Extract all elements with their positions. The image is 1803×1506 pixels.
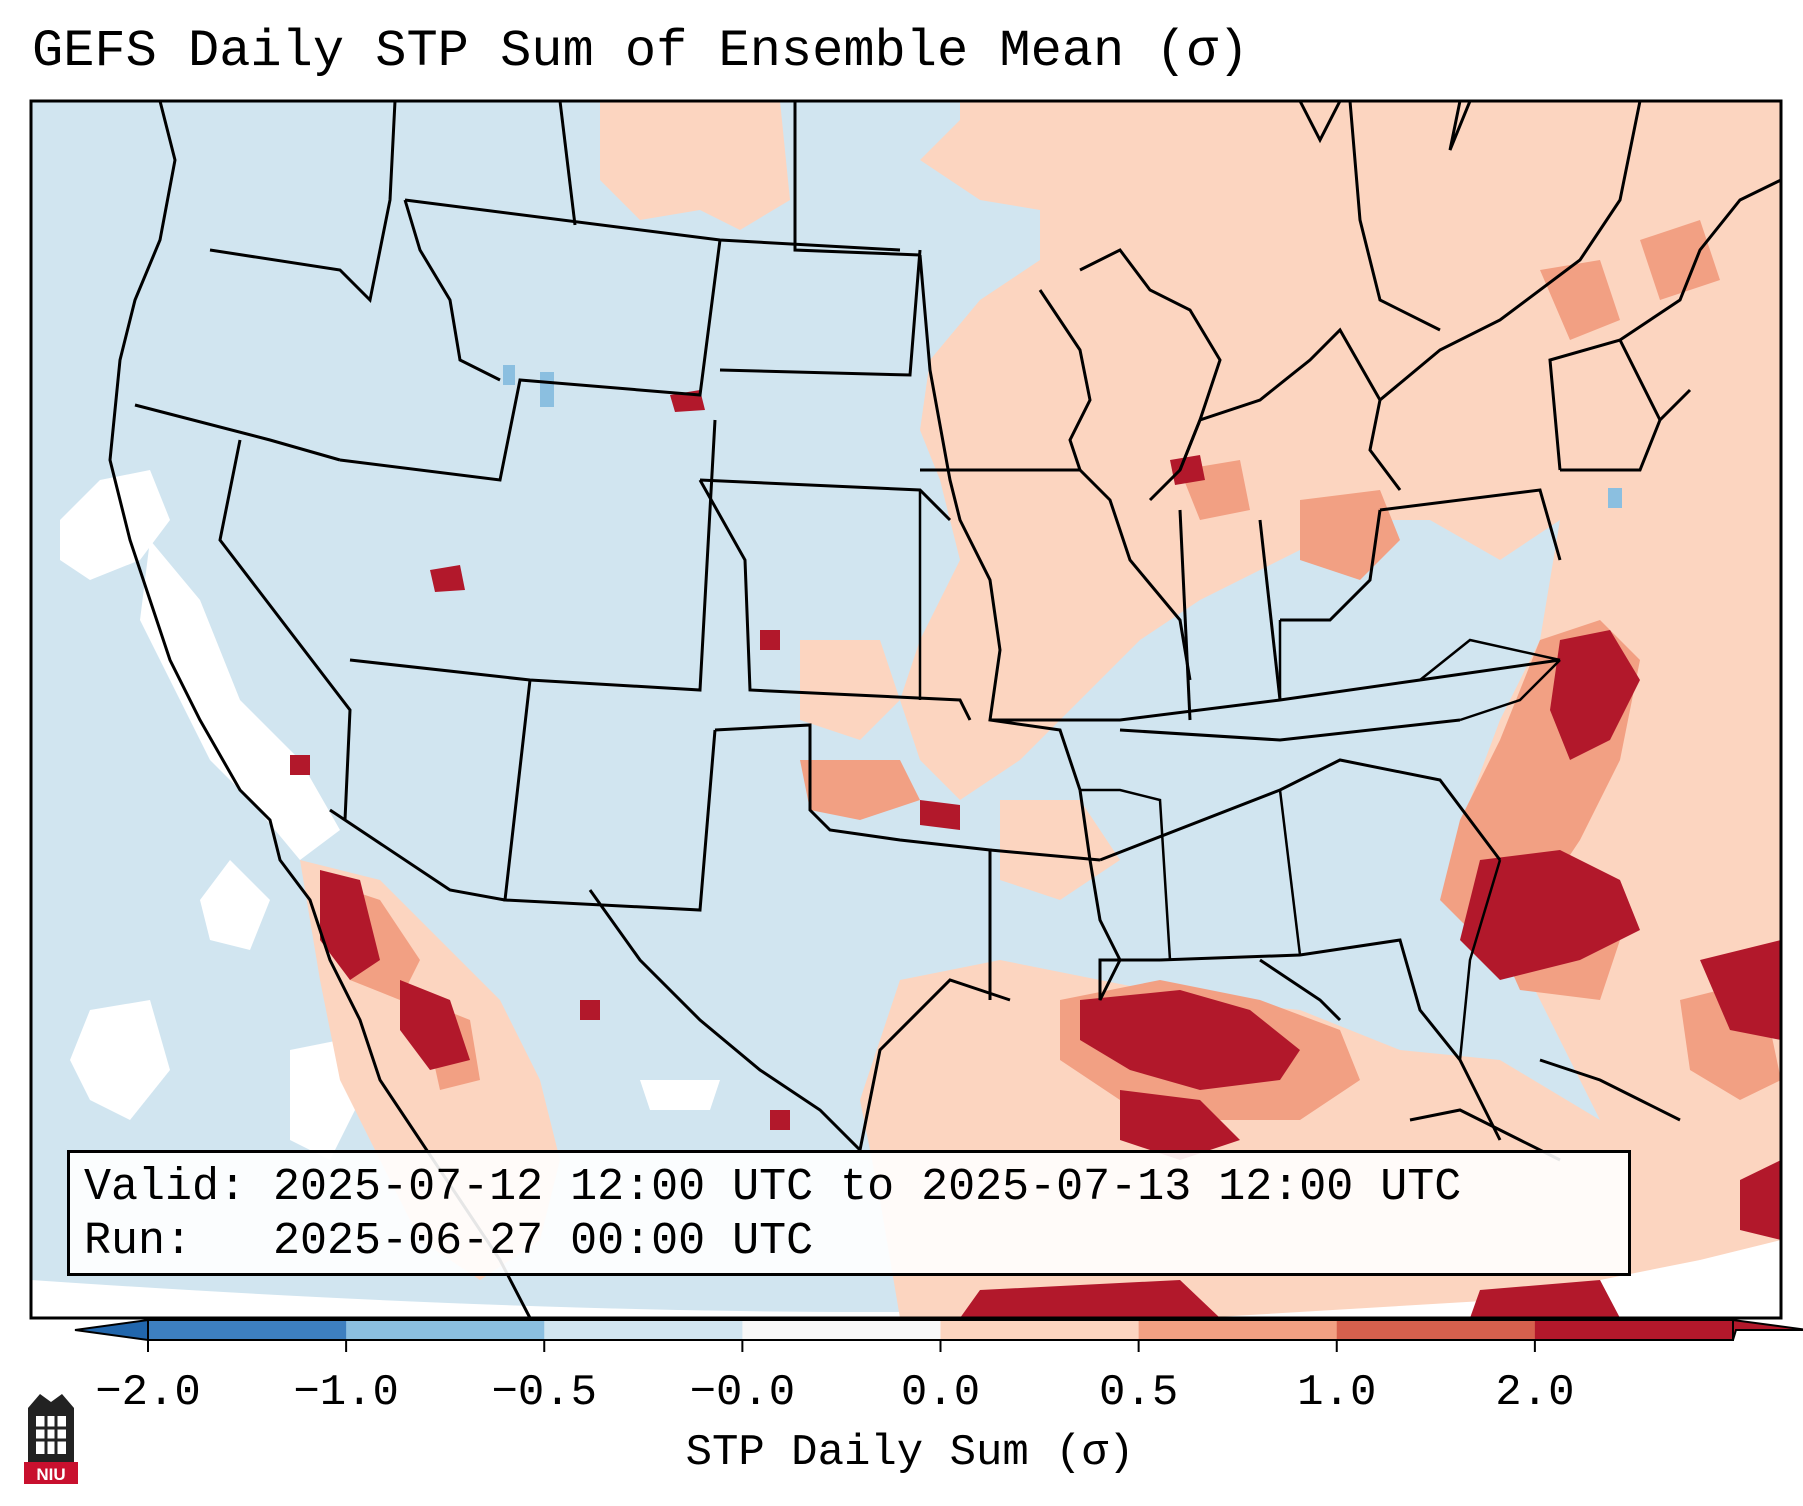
colorbar-ticks (147, 1340, 1536, 1352)
run-value: 2025-06-27 00:00 UTC (273, 1216, 814, 1267)
logo-text: NIU (36, 1465, 65, 1484)
colorbar-tick-label: 0.5 (1099, 1368, 1179, 1418)
colorbar-tick-label: −1.0 (293, 1368, 399, 1418)
map-title: GEFS Daily STP Sum of Ensemble Mean (σ) (32, 22, 1249, 81)
colorbar-segment (148, 1320, 347, 1340)
colorbar-segment (544, 1320, 743, 1340)
colorbar-segment (1534, 1320, 1734, 1340)
colorbar-tick-label: −2.0 (95, 1368, 201, 1418)
colorbar-under-extension (74, 1318, 149, 1342)
colorbar-tick-label: 2.0 (1495, 1368, 1575, 1418)
valid-value: 2025-07-12 12:00 UTC to 2025-07-13 12:00… (273, 1162, 1462, 1213)
colorbar-segment (940, 1320, 1140, 1340)
colorbar-segments (148, 1320, 1734, 1340)
colorbar-tick-label: −0.5 (491, 1368, 598, 1418)
colorbar-segment (1138, 1320, 1338, 1340)
valid-run-info-box: Valid: 2025-07-12 12:00 UTC to 2025-07-1… (67, 1150, 1631, 1276)
run-label: Run: (84, 1216, 193, 1267)
valid-line: Valid: 2025-07-12 12:00 UTC to 2025-07-1… (84, 1161, 1614, 1215)
colorbar-tick-label: 0.0 (900, 1368, 981, 1418)
colorbar-tick-label: −0.0 (689, 1368, 796, 1418)
valid-label: Valid: (84, 1162, 247, 1213)
map-border (29, 99, 1783, 1320)
colorbar-label: STP Daily Sum (σ) (685, 1428, 1135, 1478)
colorbar-tick-label: 1.0 (1297, 1368, 1377, 1418)
colorbar-segment (742, 1320, 941, 1340)
niu-logo: NIU (24, 1394, 78, 1484)
run-line: Run: 2025-06-27 00:00 UTC (84, 1215, 1614, 1269)
colorbar-segment (346, 1320, 545, 1340)
state-borders (918, 490, 1561, 1061)
colorbar-segment (1336, 1320, 1536, 1340)
strong-positive-anomaly-field (290, 390, 1781, 1318)
colorbar-over-extension (1732, 1318, 1803, 1341)
